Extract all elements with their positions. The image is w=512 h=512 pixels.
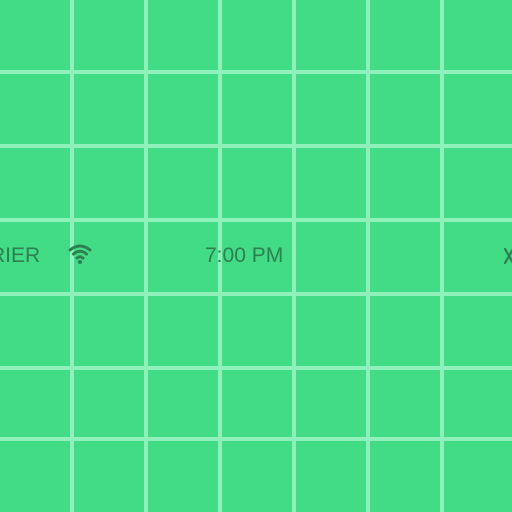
- carrier-name: RIER: [0, 244, 41, 267]
- status-bar: RIER 7:00 PM: [0, 240, 512, 272]
- grid-line-vertical: [218, 0, 222, 512]
- grid-line-vertical: [366, 0, 370, 512]
- wifi-dot: [78, 260, 82, 264]
- status-time: 7:00 PM: [205, 244, 284, 267]
- cut-off-edge-glyph: [503, 247, 512, 265]
- grid-line-horizontal: [0, 366, 512, 370]
- grid-line-vertical: [70, 0, 74, 512]
- grid-line-horizontal: [0, 292, 512, 296]
- grid-line-vertical: [144, 0, 148, 512]
- grid-line-vertical: [440, 0, 444, 512]
- wifi-arc-outer: [68, 244, 92, 252]
- wifi-arc-inner: [75, 255, 85, 260]
- grid-line-vertical: [292, 0, 296, 512]
- wifi-arc-middle: [72, 249, 88, 256]
- grid-line-horizontal: [0, 437, 512, 441]
- wifi-icon: [68, 244, 92, 264]
- grid-line-horizontal: [0, 70, 512, 74]
- grid-line-horizontal: [0, 218, 512, 222]
- grid-line-horizontal: [0, 144, 512, 148]
